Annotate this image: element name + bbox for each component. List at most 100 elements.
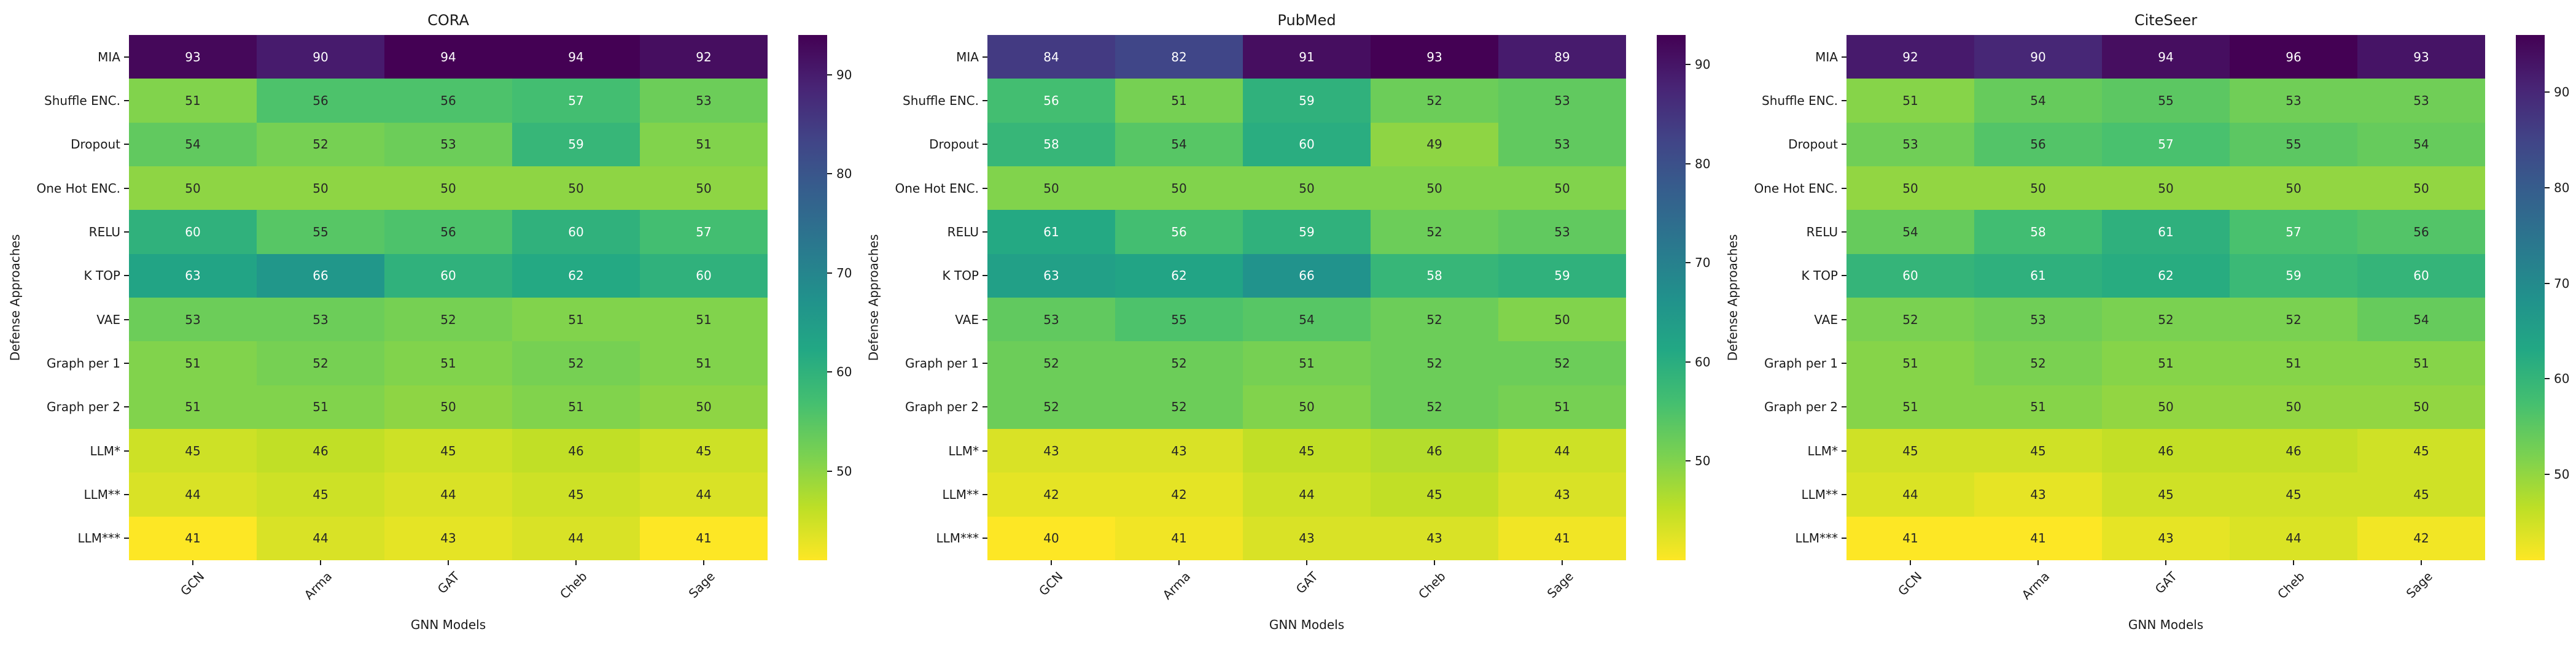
- heatmap-cell: 41: [1974, 516, 2102, 560]
- heatmap-cell: 51: [129, 79, 257, 123]
- heatmap-cell: 53: [129, 298, 257, 342]
- heatmap-cell: 50: [1371, 166, 1498, 210]
- heatmap-cell: 96: [2230, 35, 2357, 79]
- heatmap-cell: 52: [2230, 298, 2357, 342]
- heatmap-cell: 53: [987, 298, 1115, 342]
- heatmap-cell: 82: [1115, 35, 1243, 79]
- y-tick-label: LLM*: [948, 443, 979, 458]
- heatmap-panel-pubmed: PubMed Defense Approaches GNN Models 84 8…: [858, 0, 1717, 648]
- y-tick-mark: [983, 450, 987, 452]
- heatmap-cell: 61: [987, 210, 1115, 254]
- heatmap-cell: 50: [1243, 385, 1371, 429]
- heatmap-cell: 60: [1243, 122, 1371, 166]
- heatmap-cell: 60: [2357, 253, 2485, 298]
- heatmap-cell: 43: [1974, 472, 2102, 517]
- y-tick-mark: [983, 538, 987, 539]
- heatmap-cell: 92: [640, 35, 768, 79]
- heatmap-cell: 50: [1974, 166, 2102, 210]
- heatmap-cell: 51: [640, 298, 768, 342]
- heatmap-cell: 51: [129, 341, 257, 385]
- heatmap-cell: 93: [2357, 35, 2485, 79]
- heatmap-cell: 45: [129, 429, 257, 473]
- heatmap-cell: 62: [1115, 253, 1243, 298]
- heatmap-cell: 60: [512, 210, 640, 254]
- heatmap-cell: 60: [640, 253, 768, 298]
- y-tick-label: LLM**: [84, 487, 120, 502]
- y-tick-label: Graph per 1: [1764, 355, 1838, 371]
- heatmap-cell: 52: [1371, 210, 1498, 254]
- heatmap-cell: 44: [2230, 516, 2357, 560]
- y-tick-mark: [124, 56, 129, 58]
- heatmap-cell: 52: [257, 341, 384, 385]
- heatmap-cell: 52: [1846, 298, 1974, 342]
- y-tick-label: Graph per 2: [46, 399, 120, 415]
- heatmap-cell: 91: [1243, 35, 1371, 79]
- heatmap-cell: 51: [2230, 341, 2357, 385]
- heatmap-grid: 84 82 91 93 89 56 51 59 52 53 58 54 60 49 53 50 50 50 50 50…: [987, 35, 1626, 560]
- heatmap-cell: 51: [2102, 341, 2230, 385]
- y-tick-label: Graph per 2: [905, 399, 979, 415]
- colorbar-tick-mark: [2545, 473, 2550, 475]
- y-tick-label: LLM**: [942, 487, 979, 502]
- heatmap-cell: 66: [1243, 253, 1371, 298]
- x-tick-mark: [1910, 560, 1911, 565]
- heatmap-grid: 92 90 94 96 93 51 54 55 53 53 53 56 57 55 54 50 50 50 50 50…: [1846, 35, 2485, 560]
- y-tick-label: One Hot ENC.: [895, 180, 979, 196]
- heatmap-cell: 59: [2230, 253, 2357, 298]
- colorbar-tick-mark: [827, 470, 832, 472]
- heatmap-cell: 50: [640, 166, 768, 210]
- y-tick-label: Graph per 2: [1764, 399, 1838, 415]
- heatmap-cell: 43: [987, 429, 1115, 473]
- heatmap-cell: 89: [1498, 35, 1626, 79]
- x-tick-mark: [703, 560, 704, 565]
- heatmap-cell: 45: [384, 429, 512, 473]
- y-tick-label: MIA: [956, 49, 979, 64]
- y-tick-mark: [983, 231, 987, 233]
- heatmap-cell: 54: [2357, 298, 2485, 342]
- heatmap-cell: 56: [384, 210, 512, 254]
- heatmap-cell: 55: [257, 210, 384, 254]
- y-tick-mark: [983, 56, 987, 58]
- x-tick-mark: [320, 560, 321, 565]
- chart-title: CORA: [427, 12, 469, 29]
- x-tick-label: Cheb: [2274, 569, 2308, 602]
- heatmap-cell: 50: [257, 166, 384, 210]
- heatmap-cell: 56: [1115, 210, 1243, 254]
- x-axis-label: GNN Models: [410, 617, 486, 632]
- heatmap-cell: 52: [987, 385, 1115, 429]
- y-tick-mark: [124, 406, 129, 408]
- heatmap-cell: 50: [987, 166, 1115, 210]
- heatmap-cell: 45: [2102, 472, 2230, 517]
- heatmap-cell: 54: [1974, 79, 2102, 123]
- heatmap-cell: 51: [384, 341, 512, 385]
- heatmap-cell: 60: [384, 253, 512, 298]
- y-tick-mark: [1842, 318, 1846, 320]
- colorbar-tick-mark: [827, 272, 832, 274]
- y-tick-mark: [1842, 231, 1846, 233]
- colorbar-tick-label: 90: [1695, 57, 1711, 72]
- x-axis-label: GNN Models: [1269, 617, 1345, 632]
- x-tick-mark: [2293, 560, 2294, 565]
- heatmap-cell: 58: [1371, 253, 1498, 298]
- heatmap-cell: 54: [2357, 122, 2485, 166]
- heatmap-cell: 45: [1243, 429, 1371, 473]
- x-tick-mark: [1306, 560, 1307, 565]
- heatmap-cell: 84: [987, 35, 1115, 79]
- heatmap-cell: 59: [1243, 79, 1371, 123]
- heatmap-cell: 44: [129, 472, 257, 517]
- colorbar-tick-label: 80: [2554, 180, 2570, 196]
- heatmap-cell: 51: [2357, 341, 2485, 385]
- heatmap-cell: 52: [1498, 341, 1626, 385]
- x-tick-label: GAT: [2152, 569, 2180, 597]
- heatmap-cell: 44: [1498, 429, 1626, 473]
- heatmap-cell: 40: [987, 516, 1115, 560]
- heatmap-cell: 46: [1371, 429, 1498, 473]
- x-tick-label: Cheb: [1415, 569, 1449, 602]
- x-tick-mark: [448, 560, 449, 565]
- heatmap-cell: 51: [1243, 341, 1371, 385]
- x-tick-label: Sage: [1544, 569, 1576, 601]
- y-tick-mark: [1842, 363, 1846, 364]
- heatmap-cell: 51: [512, 298, 640, 342]
- heatmap-cell: 43: [2102, 516, 2230, 560]
- x-tick-mark: [2421, 560, 2422, 565]
